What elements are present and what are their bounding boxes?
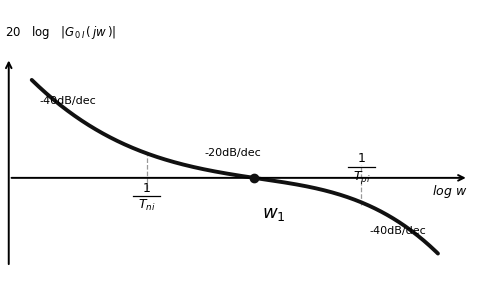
Text: $w_1$: $w_1$ bbox=[262, 205, 285, 223]
Text: log $w$: log $w$ bbox=[432, 183, 467, 200]
Text: -40dB/dec: -40dB/dec bbox=[369, 226, 426, 236]
Text: 1: 1 bbox=[357, 153, 365, 165]
Text: 1: 1 bbox=[143, 182, 151, 195]
Text: -40dB/dec: -40dB/dec bbox=[39, 96, 96, 106]
Text: $T_{pi}$: $T_{pi}$ bbox=[353, 169, 370, 186]
Text: -20dB/dec: -20dB/dec bbox=[204, 148, 261, 158]
Text: $T_{ni}$: $T_{ni}$ bbox=[138, 198, 156, 214]
Text: 20   log   $\left|G_{\,0\,I}\,( \,jw\, )\right|$: 20 log $\left|G_{\,0\,I}\,( \,jw\, )\rig… bbox=[5, 24, 116, 41]
